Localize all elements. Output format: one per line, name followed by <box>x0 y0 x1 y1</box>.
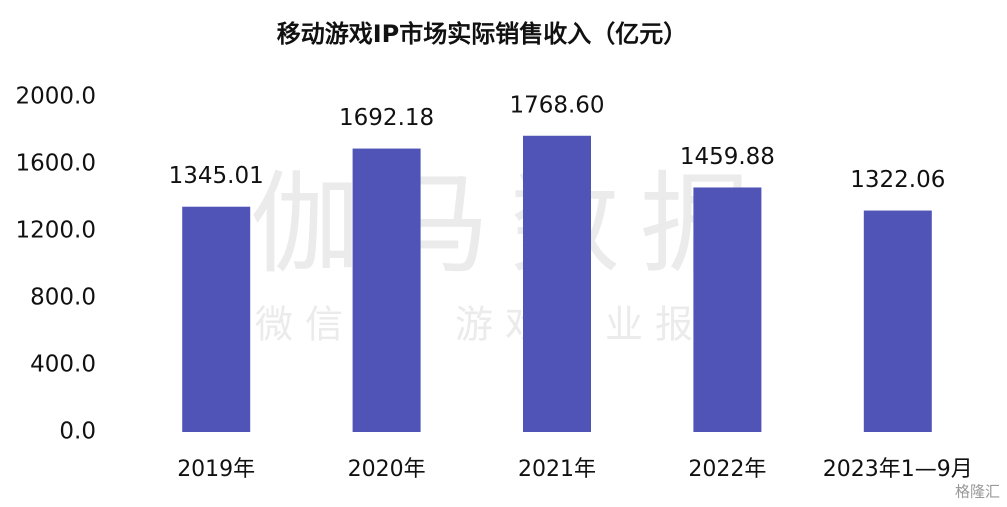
y-tick-label: 1600.0 <box>16 151 96 177</box>
y-tick-label: 800.0 <box>30 285 96 311</box>
x-tick-label: 2022年 <box>688 457 766 482</box>
data-label: 1459.88 <box>680 144 775 170</box>
y-tick-label: 400.0 <box>30 352 96 378</box>
y-tick-label: 1200.0 <box>16 218 96 244</box>
x-tick-label: 2019年 <box>177 457 255 482</box>
x-tick-label: 2023年1—9月 <box>823 457 973 482</box>
data-label: 1322.06 <box>850 167 945 193</box>
bar <box>182 206 251 432</box>
bar <box>863 210 932 432</box>
data-label: 1345.01 <box>169 163 264 189</box>
x-tick-label: 2020年 <box>348 457 426 482</box>
chart-title: 移动游戏IP市场实际销售收入（亿元） <box>277 20 688 48</box>
data-label: 1768.60 <box>509 92 604 118</box>
bar <box>352 148 421 432</box>
x-tick-label: 2021年 <box>518 457 596 482</box>
bar <box>523 135 591 432</box>
bar <box>693 187 762 432</box>
watermark-subtitle: 微信号：游戏产业报告 <box>255 303 755 347</box>
source-logo: 格隆汇 <box>955 483 1000 501</box>
y-tick-label: 0.0 <box>59 419 96 445</box>
watermark: 伽马数据 <box>250 160 770 288</box>
data-label: 1692.18 <box>339 105 434 131</box>
y-tick-label: 2000.0 <box>16 84 96 110</box>
